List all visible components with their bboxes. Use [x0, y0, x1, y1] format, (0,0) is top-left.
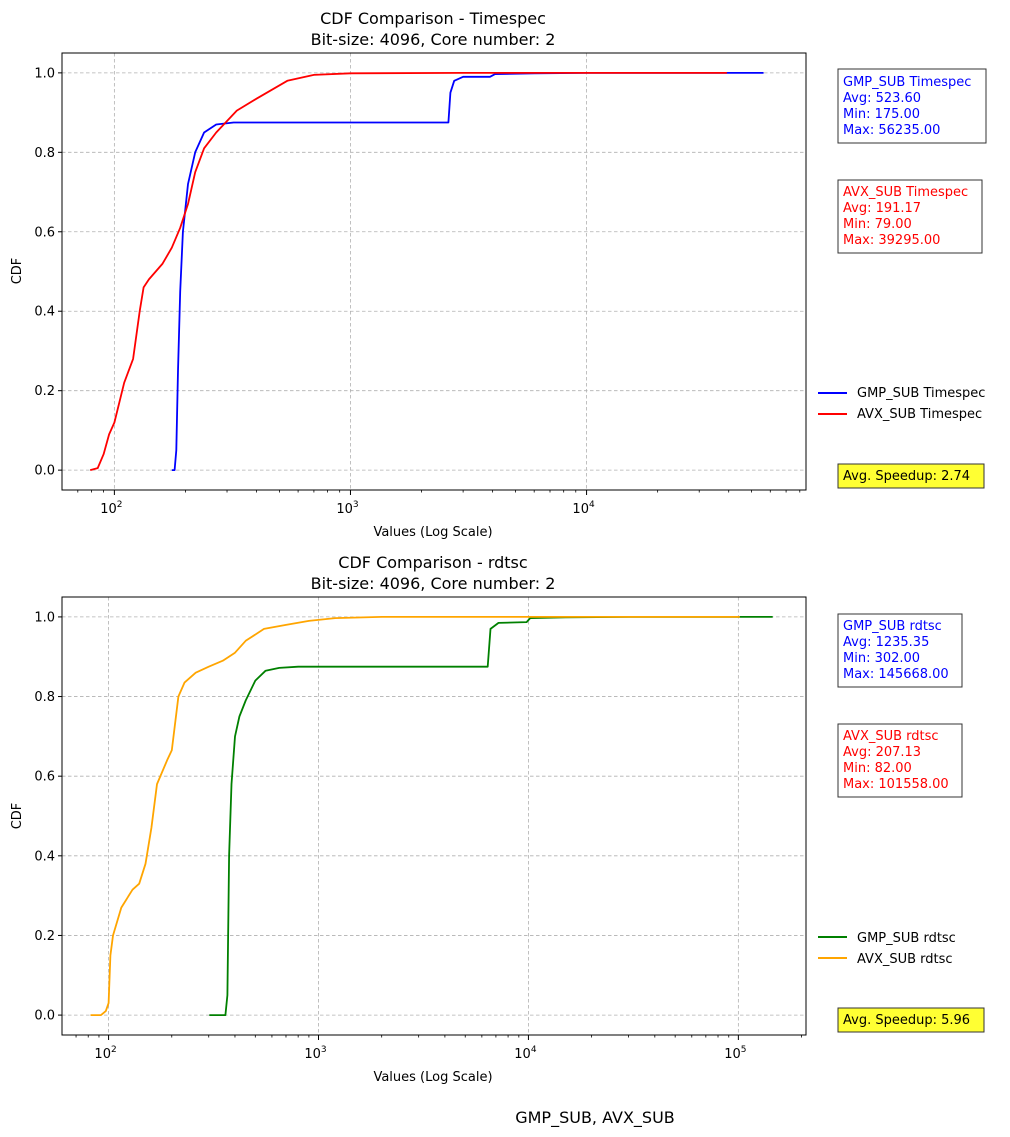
chart-title: CDF Comparison - Timespec	[320, 9, 546, 28]
series-lines	[89, 72, 764, 471]
legend-entry: GMP_SUB rdtsc	[857, 931, 956, 946]
speedup-badge: Avg. Speedup: 5.96	[837, 1007, 985, 1033]
grid	[62, 597, 806, 1035]
x-axis-label: Values (Log Scale)	[373, 525, 492, 540]
stats-label: GMP_SUB Timespec	[843, 75, 971, 90]
series-line	[209, 616, 773, 1016]
y-axis-label: CDF	[10, 803, 25, 830]
legend: GMP_SUB rdtsc AVX_SUB rdtsc	[818, 931, 956, 967]
stats-max: Max: 101558.00	[843, 777, 949, 792]
series-line	[89, 72, 727, 471]
stats-box-avx: AVX_SUB Timespec Avg: 191.17 Min: 79.00 …	[837, 179, 983, 254]
stats-label: GMP_SUB rdtsc	[843, 619, 942, 634]
legend-entry: AVX_SUB rdtsc	[857, 952, 953, 967]
stats-min: Min: 175.00	[843, 107, 920, 122]
chart-panel-timespec: CDF Comparison - Timespec Bit-size: 4096…	[10, 9, 987, 540]
legend-entry: GMP_SUB Timespec	[857, 386, 985, 401]
stats-max: Max: 39295.00	[843, 233, 940, 248]
stats-min: Min: 82.00	[843, 761, 912, 776]
y-tick-label: 0.4	[34, 849, 55, 864]
chart-panel-rdtsc: CDF Comparison - rdtsc Bit-size: 4096, C…	[10, 553, 985, 1085]
y-axis-label: CDF	[10, 258, 25, 285]
legend-entry: AVX_SUB Timespec	[857, 407, 982, 422]
x-tick-label: 105	[724, 1045, 746, 1062]
series-line	[171, 72, 764, 471]
stats-max: Max: 145668.00	[843, 667, 949, 682]
stats-avg: Avg: 191.17	[843, 201, 921, 216]
x-axis-ticks: 102 103 104	[77, 490, 801, 517]
y-tick-label: 1.0	[34, 610, 55, 625]
figure-caption: GMP_SUB, AVX_SUB	[515, 1108, 675, 1128]
plot-frame	[61, 596, 807, 1036]
chart-title: CDF Comparison - rdtsc	[338, 553, 527, 572]
y-tick-label: 0.8	[34, 146, 55, 161]
x-tick-label: 102	[100, 500, 122, 517]
y-tick-label: 0.4	[34, 305, 55, 320]
y-tick-label: 1.0	[34, 66, 55, 81]
y-tick-label: 0.6	[34, 770, 55, 785]
y-tick-label: 0.2	[34, 384, 55, 399]
series-lines	[90, 616, 773, 1016]
y-tick-label: 0.8	[34, 690, 55, 705]
stats-min: Min: 79.00	[843, 217, 912, 232]
x-axis-ticks: 102 103 104 105	[75, 1035, 802, 1062]
y-tick-label: 0.6	[34, 225, 55, 240]
x-tick-label: 104	[572, 500, 595, 517]
chart-subtitle: Bit-size: 4096, Core number: 2	[311, 574, 556, 593]
stats-box-avx: AVX_SUB rdtsc Avg: 207.13 Min: 82.00 Max…	[837, 723, 963, 798]
stats-box-gmp: GMP_SUB Timespec Avg: 523.60 Min: 175.00…	[837, 68, 987, 144]
y-axis-ticks: 0.0 0.2 0.4 0.6 0.8 1.0	[34, 66, 62, 479]
legend: GMP_SUB Timespec AVX_SUB Timespec	[818, 386, 985, 422]
stats-label: AVX_SUB rdtsc	[843, 729, 939, 744]
stats-label: AVX_SUB Timespec	[843, 185, 968, 200]
speedup-badge: Avg. Speedup: 2.74	[837, 463, 985, 489]
plot-frame	[61, 52, 807, 491]
speedup-text: Avg. Speedup: 5.96	[843, 1013, 970, 1028]
stats-min: Min: 302.00	[843, 651, 920, 666]
stats-box-gmp: GMP_SUB rdtsc Avg: 1235.35 Min: 302.00 M…	[837, 613, 963, 688]
x-tick-label: 103	[336, 500, 358, 517]
y-axis-ticks: 0.0 0.2 0.4 0.6 0.8 1.0	[34, 610, 62, 1024]
y-tick-label: 0.0	[34, 464, 55, 479]
x-tick-label: 104	[514, 1045, 537, 1062]
stats-avg: Avg: 523.60	[843, 91, 921, 106]
x-tick-label: 103	[304, 1045, 326, 1062]
grid	[62, 53, 806, 490]
stats-max: Max: 56235.00	[843, 123, 940, 138]
chart-subtitle: Bit-size: 4096, Core number: 2	[311, 30, 556, 49]
series-line	[90, 616, 740, 1016]
x-axis-label: Values (Log Scale)	[373, 1070, 492, 1085]
stats-avg: Avg: 207.13	[843, 745, 921, 760]
x-tick-label: 102	[94, 1045, 116, 1062]
stats-avg: Avg: 1235.35	[843, 635, 929, 650]
y-tick-label: 0.0	[34, 1009, 55, 1024]
speedup-text: Avg. Speedup: 2.74	[843, 469, 970, 484]
y-tick-label: 0.2	[34, 929, 55, 944]
